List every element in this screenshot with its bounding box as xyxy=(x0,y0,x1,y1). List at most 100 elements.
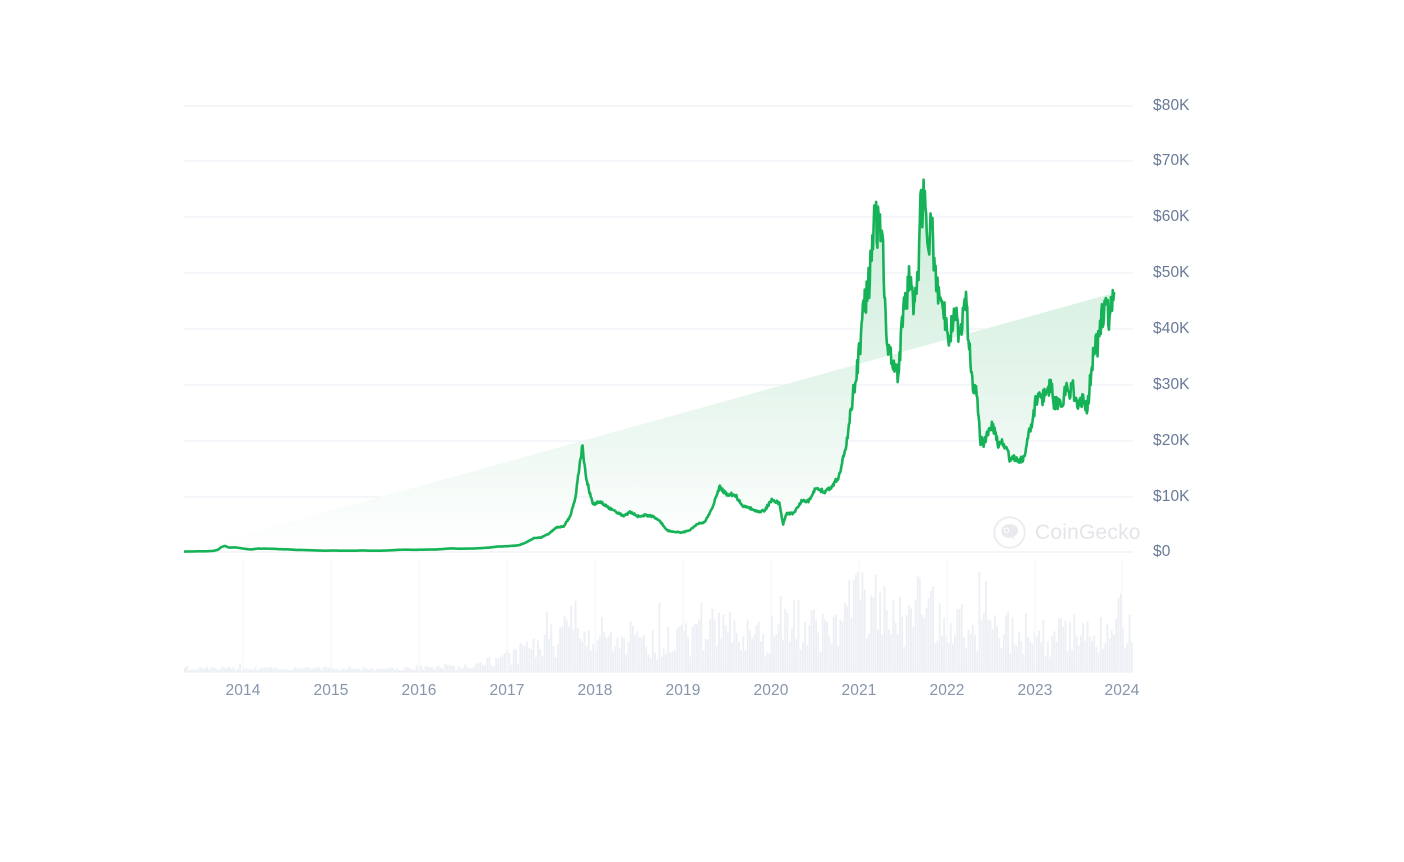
volume-bar xyxy=(680,624,683,672)
volume-bar xyxy=(1002,634,1005,672)
volume-bar xyxy=(1119,593,1122,672)
volume-bar xyxy=(989,620,992,672)
volume-bar xyxy=(958,608,961,672)
volume-bar xyxy=(671,650,674,672)
volume-bar xyxy=(400,670,403,672)
volume-bar xyxy=(883,586,886,672)
volume-bar xyxy=(504,652,506,672)
volume-bar xyxy=(733,620,736,672)
volume-bar xyxy=(371,668,374,672)
volume-bar xyxy=(195,670,197,672)
volume-bar xyxy=(239,663,241,672)
volume-bar xyxy=(817,632,820,672)
volume-bar xyxy=(468,668,471,672)
volume-bar xyxy=(1086,621,1089,672)
volume-bar xyxy=(404,666,407,672)
volume-bar xyxy=(821,614,824,672)
volume-bar xyxy=(1093,635,1096,672)
volume-bar xyxy=(808,625,811,672)
volume-bar xyxy=(217,669,219,672)
volume-bar xyxy=(651,630,654,672)
volume-bar xyxy=(1117,598,1120,672)
volume-bar xyxy=(298,668,301,672)
volume-bar xyxy=(676,628,678,672)
volume-bar xyxy=(428,667,431,672)
volume-bar xyxy=(351,669,354,672)
volume-bar xyxy=(826,621,829,672)
volume-bar xyxy=(881,634,884,672)
volume-bar xyxy=(711,608,714,672)
volume-bar xyxy=(294,667,297,672)
volume-bar xyxy=(245,668,248,672)
volume-bar xyxy=(501,655,504,672)
volume-bar xyxy=(583,631,586,672)
volume-bar xyxy=(444,663,447,672)
volume-bar xyxy=(481,664,484,672)
volume-bar xyxy=(1020,640,1023,672)
volume-bar xyxy=(1121,627,1124,672)
volume-bar xyxy=(433,669,436,672)
volume-bar xyxy=(777,624,780,672)
volume-bar xyxy=(757,622,760,672)
volume-bar xyxy=(978,572,981,672)
volume-bar xyxy=(411,669,414,672)
volume-bar xyxy=(1011,617,1014,672)
volume-bar xyxy=(985,581,987,672)
volume-bar xyxy=(828,635,831,672)
volume-bar xyxy=(830,643,833,672)
volume-bar xyxy=(605,637,608,672)
volume-bar xyxy=(307,667,310,672)
volume-bar xyxy=(1038,630,1040,672)
volume-bar xyxy=(1066,651,1069,672)
y-axis-tick-label: $40K xyxy=(1153,320,1190,337)
price-area-path xyxy=(184,179,1115,552)
volume-bar xyxy=(523,645,526,672)
volume-bar xyxy=(570,605,573,672)
volume-bar xyxy=(477,663,480,672)
volume-bar xyxy=(221,666,224,672)
volume-bar xyxy=(270,667,272,672)
volume-bar xyxy=(568,627,570,672)
volume-bar xyxy=(799,649,802,672)
volume-bar xyxy=(316,667,319,672)
volume-bar xyxy=(1007,612,1010,672)
volume-bar xyxy=(879,591,882,672)
volume-bar xyxy=(638,637,641,672)
volume-bar xyxy=(1124,648,1126,672)
volume-bar xyxy=(325,667,328,672)
volume-bar xyxy=(281,669,283,672)
volume-bar xyxy=(627,642,630,672)
volume-bar xyxy=(548,638,550,672)
volume-bar xyxy=(936,640,939,672)
volume-bar xyxy=(620,636,623,672)
volume-bar xyxy=(455,669,458,672)
volume-bar xyxy=(360,670,363,672)
volume-bar xyxy=(720,638,723,672)
volume-bar xyxy=(484,665,486,672)
volume-bar xyxy=(492,666,495,672)
volume-bar xyxy=(687,637,689,672)
volume-bar xyxy=(278,669,281,672)
volume-bar xyxy=(197,668,200,672)
volume-bar xyxy=(1055,641,1058,672)
y-axis-tick-label: $80K xyxy=(1153,97,1190,114)
volume-bar xyxy=(459,668,462,672)
volume-bar xyxy=(598,635,601,672)
volume-bar xyxy=(715,646,718,672)
volume-bar xyxy=(241,670,244,672)
volume-bar xyxy=(797,599,800,672)
volume-bar xyxy=(910,608,912,672)
volume-bar xyxy=(607,635,610,672)
volume-bar xyxy=(753,634,756,672)
volume-bar xyxy=(1080,635,1082,672)
volume-bar xyxy=(1071,649,1074,672)
volume-bar xyxy=(579,638,581,672)
volume-bar xyxy=(707,639,709,672)
y-axis-tick-label: $20K xyxy=(1153,432,1190,449)
volume-bar xyxy=(395,668,398,672)
volume-bar xyxy=(214,668,217,672)
volume-bar xyxy=(921,614,923,672)
y-axis-tick-label: $10K xyxy=(1153,488,1190,505)
volume-bar xyxy=(314,667,317,672)
